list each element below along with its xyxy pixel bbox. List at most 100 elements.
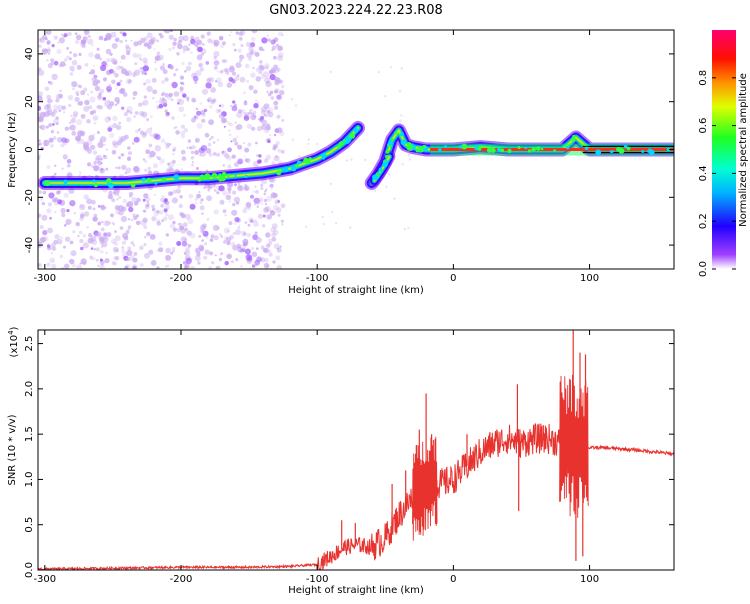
noise-speck <box>247 111 251 115</box>
ridge-bead <box>572 134 576 139</box>
noise-speck <box>81 43 86 49</box>
noise-speck <box>214 189 217 192</box>
noise-speck <box>123 236 129 241</box>
noise-speck <box>151 96 155 100</box>
noise-speck <box>104 116 111 123</box>
noise-speck <box>92 216 97 222</box>
noise-speck <box>73 212 76 215</box>
noise-speck <box>146 32 153 39</box>
noise-speck <box>132 213 135 216</box>
noise-speck <box>194 80 198 85</box>
noise-speck <box>350 158 353 161</box>
snr-multiplier-base: (x10 <box>9 335 20 358</box>
noise-speck <box>173 37 177 42</box>
noise-speck <box>49 244 56 250</box>
noise-speck <box>146 200 149 203</box>
noise-speck <box>228 34 231 37</box>
noise-speck <box>219 70 224 74</box>
ridge-bead <box>553 149 556 152</box>
noise-speck <box>112 115 118 122</box>
noise-speck <box>266 34 269 37</box>
noise-speck <box>166 111 170 116</box>
noise-speck <box>204 242 207 245</box>
noise-speck <box>118 196 122 199</box>
noise-speck <box>143 243 147 247</box>
ridge-bead <box>44 180 51 187</box>
ridge-bead <box>524 146 528 150</box>
snr-multiplier-exp: 4 <box>7 330 15 335</box>
noise-speck <box>165 265 168 268</box>
noise-speck <box>186 230 192 236</box>
noise-speck <box>95 259 99 262</box>
noise-speck <box>43 52 46 55</box>
noise-speck <box>120 135 127 142</box>
noise-speck <box>266 109 271 114</box>
noise-speck <box>236 124 243 130</box>
noise-speck <box>260 109 267 115</box>
noise-speck <box>234 121 238 124</box>
noise-speck <box>252 110 257 115</box>
noise-speck <box>270 96 275 100</box>
noise-speck <box>188 43 191 46</box>
noise-speck <box>50 58 55 63</box>
noise-speck <box>38 44 42 48</box>
noise-speck <box>274 79 280 86</box>
noise-speck <box>46 59 49 62</box>
noise-speck <box>71 131 77 136</box>
noise-speck <box>211 261 215 265</box>
noise-speck <box>105 48 112 55</box>
noise-speck <box>113 256 117 261</box>
noise-speck <box>83 30 90 36</box>
ridge-bead <box>517 145 521 150</box>
noise-speck <box>113 191 116 195</box>
noise-speck <box>101 236 108 242</box>
noise-speck <box>250 112 253 115</box>
noise-speck <box>100 204 105 209</box>
noise-speck <box>272 143 279 149</box>
noise-speck <box>242 208 248 214</box>
noise-speck <box>77 130 84 137</box>
noise-speck <box>202 231 206 235</box>
noise-speck <box>75 135 81 142</box>
noise-speck <box>196 54 203 61</box>
noise-speck <box>71 81 78 88</box>
y-tick-label: 2.0 <box>24 381 35 397</box>
ridge-bead <box>63 179 68 184</box>
noise-speck <box>156 39 160 43</box>
noise-speck <box>172 146 177 151</box>
noise-speck <box>200 52 204 56</box>
noise-speck <box>114 73 119 78</box>
noise-speck <box>249 109 253 113</box>
noise-speck <box>259 65 265 71</box>
noise-speck <box>267 214 272 220</box>
noise-speck <box>63 192 69 198</box>
noise-speck <box>39 37 45 44</box>
noise-speck <box>238 109 243 114</box>
noise-speck <box>206 77 212 83</box>
ridge-bead <box>282 168 285 171</box>
noise-speck <box>75 221 80 227</box>
noise-speck <box>239 76 246 83</box>
noise-speck <box>264 203 268 206</box>
noise-speck <box>206 236 209 239</box>
noise-speck <box>185 65 192 72</box>
noise-speck <box>262 224 266 228</box>
noise-speck <box>171 246 176 251</box>
ridge-bead <box>283 167 289 173</box>
noise-speck <box>62 154 68 160</box>
noise-speck <box>122 198 127 204</box>
noise-speck <box>236 74 240 78</box>
noise-speck <box>265 243 271 248</box>
noise-speck <box>79 204 86 211</box>
noise-speck <box>178 203 183 209</box>
noise-speck <box>264 128 270 134</box>
noise-speck <box>184 227 189 232</box>
noise-speck <box>98 166 102 169</box>
noise-speck <box>69 258 75 265</box>
noise-speck <box>150 36 157 43</box>
noise-speck <box>158 32 162 36</box>
noise-speck <box>229 65 235 70</box>
noise-speck <box>142 198 146 202</box>
noise-speck <box>122 240 126 245</box>
noise-speck <box>256 205 260 209</box>
